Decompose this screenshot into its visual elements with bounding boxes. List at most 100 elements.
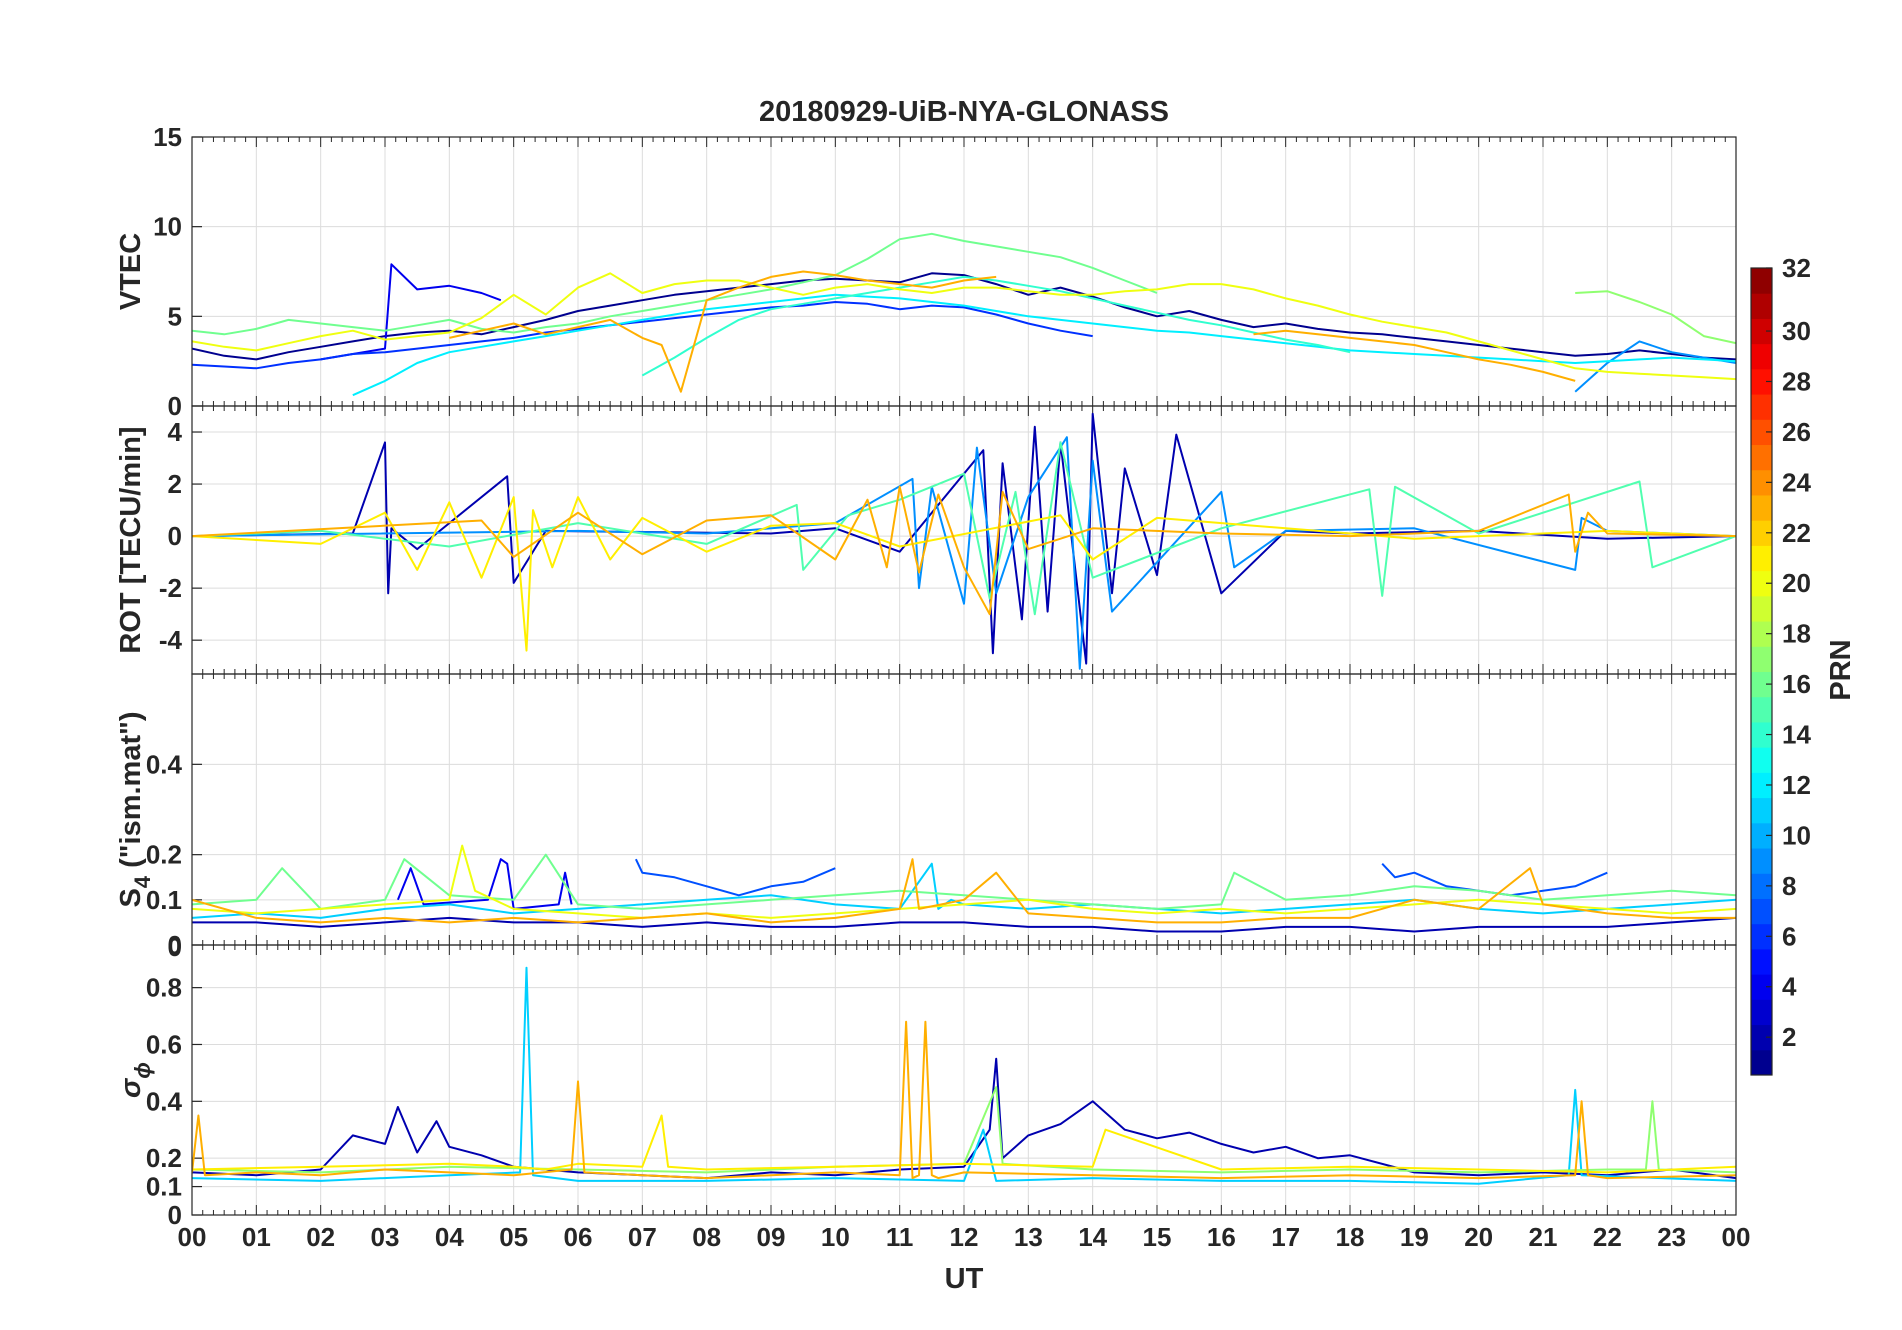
series-line-prn-16: [192, 232, 1158, 336]
series-line-prn-2: [192, 916, 1736, 933]
colorbar-segment: [1751, 595, 1772, 622]
series-line-prn-4: [396, 858, 573, 910]
colorbar-tick-label: 10: [1782, 820, 1811, 850]
series-line-prn-17: [1575, 290, 1736, 345]
series-line-prn-7: [634, 858, 836, 897]
y-tick-label: 0.1: [146, 885, 182, 915]
colorbar-frame: [1750, 267, 1773, 1076]
colorbar-segment: [1751, 469, 1772, 496]
series-line-prn-23: [1253, 329, 1576, 382]
x-tick-label: 11: [886, 1222, 914, 1252]
y-axis-label-sub: 4: [130, 875, 155, 888]
colorbar-tick-label: 4: [1782, 972, 1797, 1002]
colorbar-segment: [1751, 394, 1772, 420]
x-tick-label: 16: [1207, 1222, 1236, 1252]
colorbar-tick-label: 24: [1782, 467, 1811, 497]
colorbar-segment: [1751, 1049, 1772, 1076]
series-line-prn-23: [449, 270, 997, 393]
colorbar-tick-label: 2: [1782, 1022, 1796, 1052]
colorbar-segment: [1751, 646, 1772, 672]
x-tick-label: 18: [1336, 1222, 1365, 1252]
colorbar-segment: [1751, 797, 1772, 824]
series-line-prn-2: [192, 412, 1736, 665]
y-tick-label: 5: [168, 301, 182, 331]
series-line-prn-21: [192, 496, 1736, 652]
x-tick-label: 00: [1722, 1222, 1751, 1252]
panel-frame: [191, 944, 1737, 1216]
colorbar-tick-label: 18: [1782, 619, 1811, 649]
y-axis-label-main: S: [115, 888, 147, 907]
series-line-prn-23: [192, 858, 1736, 924]
x-tick-label: 06: [564, 1222, 593, 1252]
colorbar-segment: [1751, 772, 1772, 799]
y-tick-label: -2: [159, 573, 182, 603]
series-line-prn-6: [192, 301, 1093, 370]
y-axis-label: ROT [TECU/min]: [115, 426, 147, 653]
series-line-prn-16: [192, 853, 1736, 910]
x-tick-label: 13: [1014, 1222, 1043, 1252]
series-line-prn-15: [192, 441, 1736, 616]
series-line-prn-20: [192, 272, 1736, 381]
y-tick-label: 10: [153, 212, 182, 242]
colorbar-segment: [1751, 898, 1772, 925]
y-axis-label-rest: ("ism.mat"): [115, 711, 147, 875]
colorbar-segment: [1751, 873, 1772, 899]
y-tick-label: 0.2: [146, 1143, 182, 1173]
y-tick-label: 2: [168, 469, 182, 499]
y-tick-label: 0.4: [146, 749, 183, 779]
x-tick-label: 04: [435, 1222, 464, 1252]
series-line-prn-14: [641, 275, 1351, 377]
colorbar-tick-label: 8: [1782, 871, 1796, 901]
y-axis-label: S4 ("ism.mat"): [115, 711, 155, 907]
colorbar-segment: [1751, 671, 1772, 698]
series-line-prn-9: [192, 436, 1736, 670]
x-tick-label: 02: [306, 1222, 335, 1252]
y-axis-label-sub: ϕ: [130, 1062, 155, 1079]
x-tick-label: 20: [1464, 1222, 1493, 1252]
x-tick-label: 10: [821, 1222, 850, 1252]
colorbar-segment: [1751, 747, 1772, 773]
colorbar-tick-label: 12: [1782, 770, 1811, 800]
x-tick-label: 23: [1657, 1222, 1686, 1252]
y-tick-label: -4: [159, 625, 183, 655]
y-axis-label: VTEC: [115, 233, 147, 310]
colorbar-segment: [1751, 444, 1772, 471]
sigma-phi-panel: 00.10.2 0.4 0.6 0.8 σϕ: [115, 944, 1737, 1230]
y-tick-label: 0: [168, 521, 182, 551]
rot-panel: -4 -2 0 2 4 ROT [TECU/min]: [115, 405, 1737, 675]
y-tick-label: 0.4: [146, 1086, 183, 1116]
colorbar-label: PRN: [1825, 639, 1857, 700]
series-line-prn-23: [192, 485, 1736, 616]
vtec-panel: 0 5 10 15 VTEC: [115, 122, 1737, 421]
x-axis: 00 01 02 03 04 05 06 07 08 09 10 11 12 13 14 15 16 17 18 19…: [178, 1222, 1751, 1252]
x-tick-label: 22: [1593, 1222, 1622, 1252]
colorbar-segment: [1751, 520, 1772, 546]
colorbar-tick-label: 20: [1782, 568, 1811, 598]
x-tick-label: 17: [1271, 1222, 1300, 1252]
colorbar-segment: [1751, 822, 1772, 849]
x-tick-label: 19: [1400, 1222, 1429, 1252]
colorbar-segment: [1751, 974, 1772, 1000]
series-line-prn-21: [192, 1114, 1736, 1174]
colorbar-segment: [1751, 419, 1772, 446]
x-tick-label: 05: [499, 1222, 528, 1252]
colorbar-tick-label: 28: [1782, 366, 1811, 396]
colorbar-segment: [1751, 545, 1772, 572]
x-tick-label: 14: [1078, 1222, 1107, 1252]
colorbar-segment: [1751, 696, 1772, 723]
colorbar-segment: [1751, 318, 1772, 345]
x-tick-label: 21: [1529, 1222, 1558, 1252]
y-tick-label: 4: [168, 417, 183, 447]
colorbar-tick-label: 6: [1782, 921, 1796, 951]
colorbar-segment: [1751, 848, 1772, 874]
x-tick-label: 01: [242, 1222, 271, 1252]
x-tick-label: 08: [692, 1222, 721, 1252]
colorbar-tick-label: 32: [1782, 253, 1811, 283]
x-tick-label: 00: [178, 1222, 207, 1252]
y-tick-label: 0.6: [146, 1029, 182, 1059]
colorbar-segment: [1751, 948, 1772, 975]
x-tick-label: 09: [757, 1222, 786, 1252]
y-tick-label: 0.2: [146, 840, 182, 870]
colorbar-tick-label: 22: [1782, 518, 1811, 548]
